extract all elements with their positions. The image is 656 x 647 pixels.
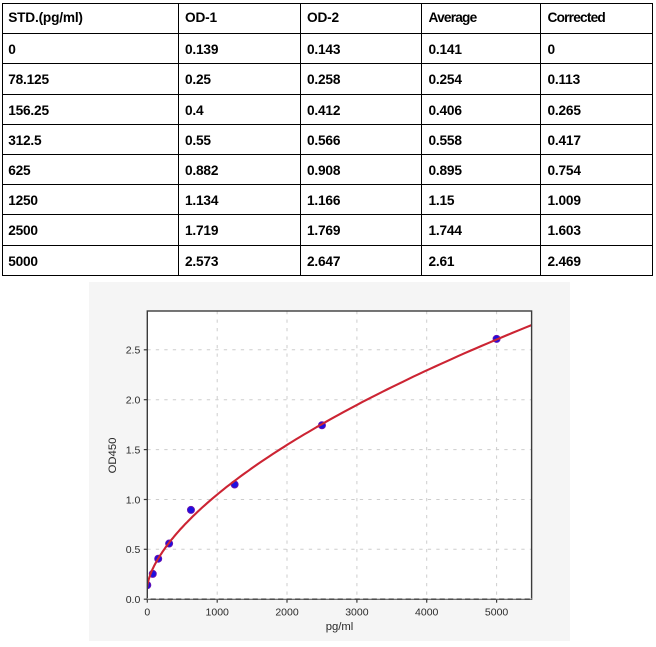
svg-text:4000: 4000 (415, 606, 439, 618)
svg-text:2000: 2000 (275, 606, 299, 618)
svg-text:1.0: 1.0 (126, 494, 141, 506)
svg-text:0.0: 0.0 (126, 594, 141, 606)
svg-text:3000: 3000 (345, 606, 369, 618)
svg-text:1.5: 1.5 (126, 444, 141, 456)
svg-text:2.0: 2.0 (126, 394, 141, 406)
svg-text:5000: 5000 (485, 606, 509, 618)
svg-text:0: 0 (144, 606, 150, 618)
svg-text:0.5: 0.5 (126, 544, 141, 556)
svg-text:1000: 1000 (206, 606, 230, 618)
svg-text:OD450: OD450 (107, 437, 119, 473)
svg-text:2.5: 2.5 (126, 344, 141, 356)
svg-text:pg/ml: pg/ml (326, 621, 354, 633)
